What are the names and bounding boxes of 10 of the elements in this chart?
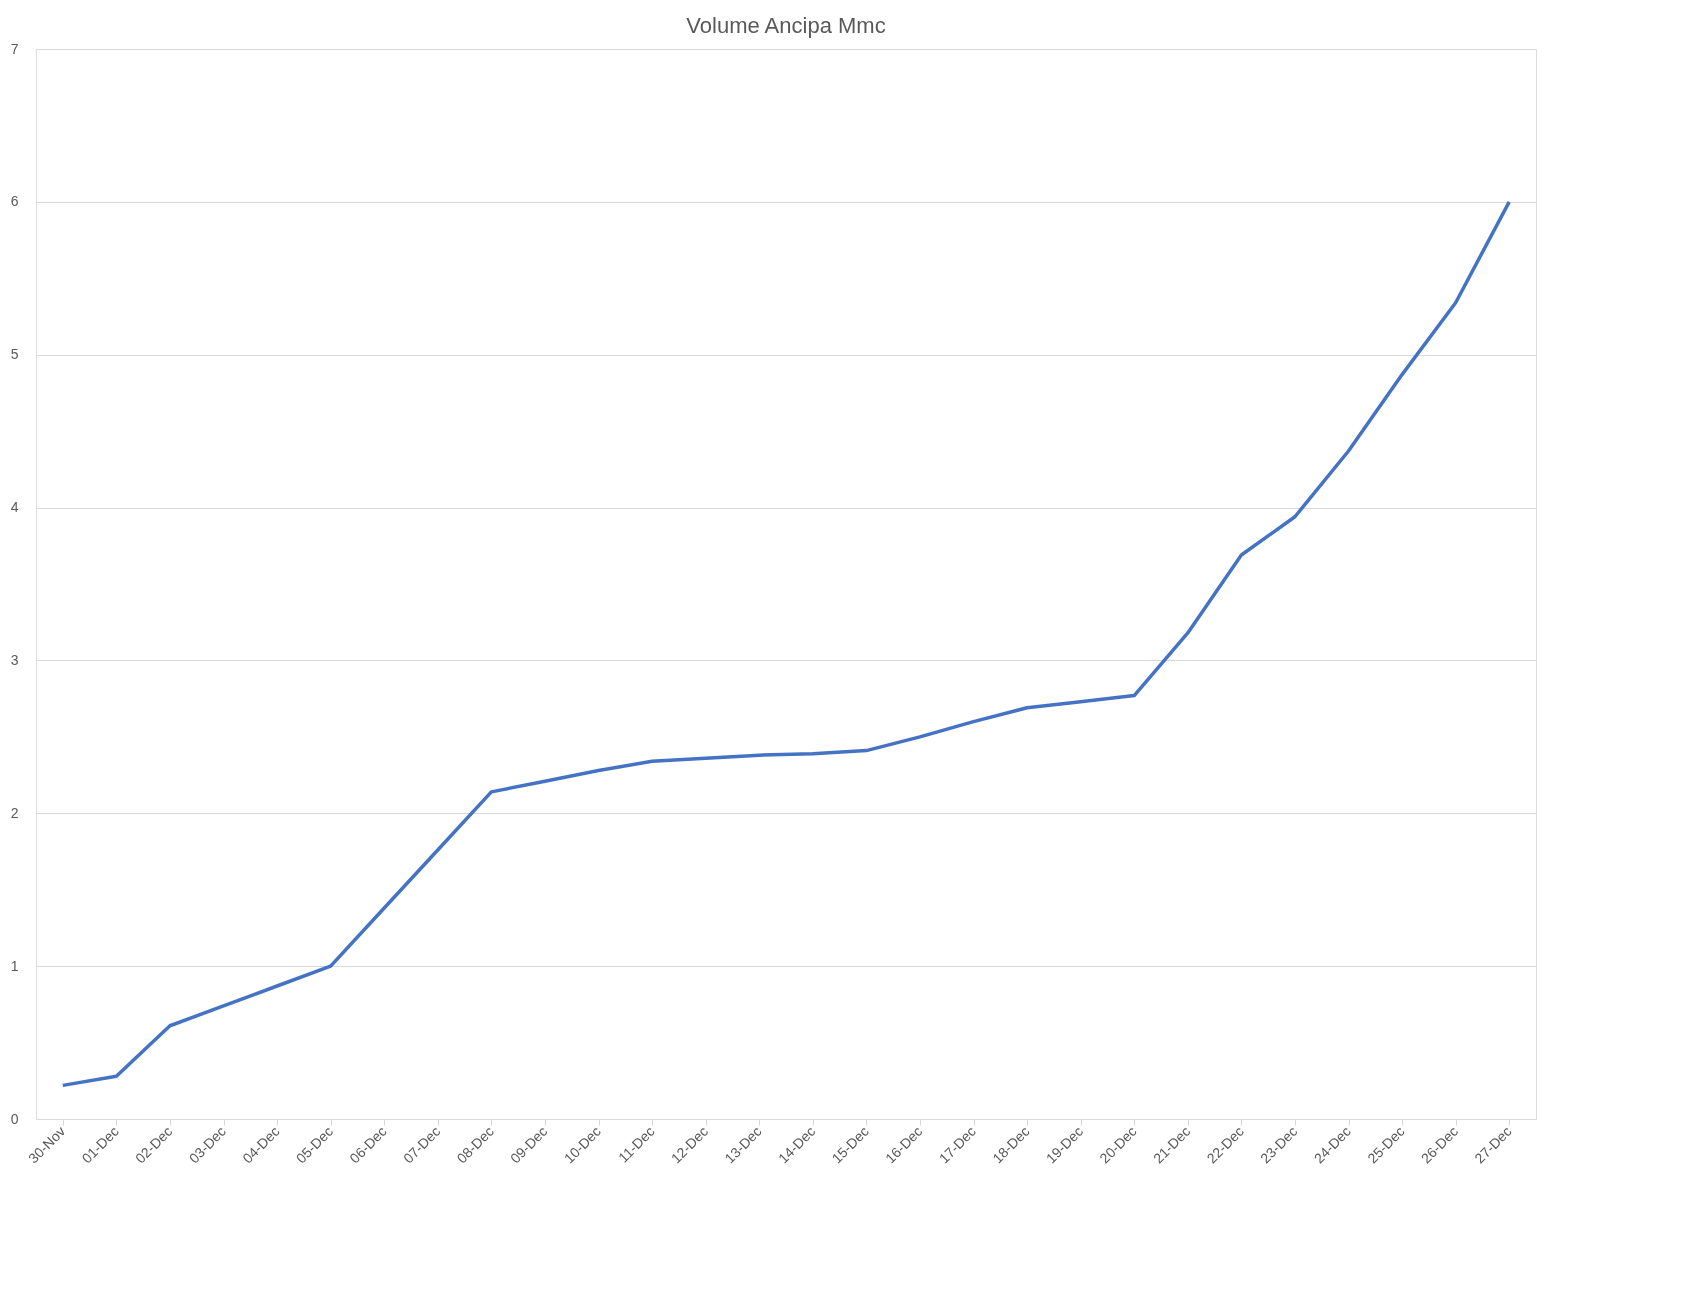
y-tick-label: 3 [10, 651, 19, 668]
chart-title: Volume Ancipa Mmc [686, 13, 886, 38]
y-tick-label: 1 [10, 957, 19, 974]
y-tick-label: 6 [10, 193, 19, 210]
line-series [61, 200, 1511, 1088]
y-tick-label: 7 [10, 40, 19, 57]
y-tick-label: 5 [10, 346, 19, 363]
y-tick-label: 4 [10, 499, 19, 516]
y-tick-label: 0 [10, 1110, 19, 1127]
y-tick-label: 2 [10, 804, 19, 821]
